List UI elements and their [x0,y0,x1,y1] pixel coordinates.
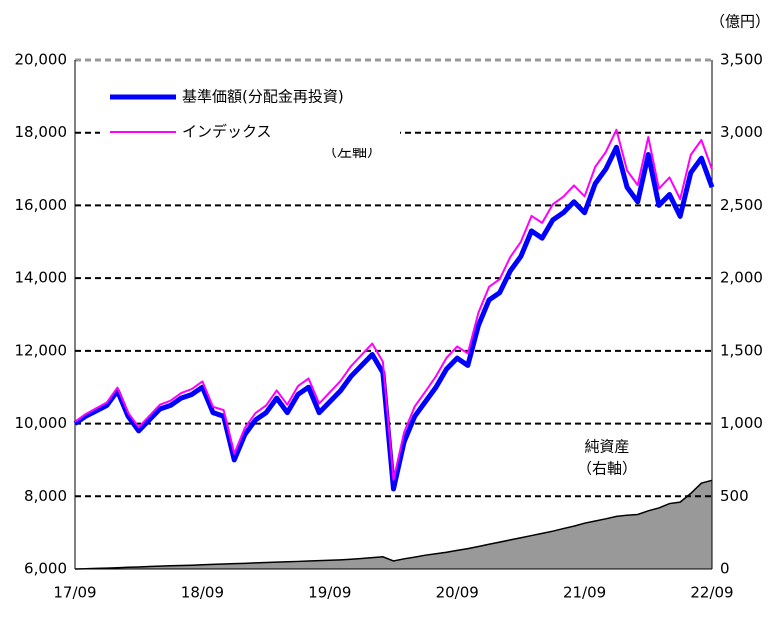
x-tick-label: 20/09 [436,584,479,602]
line [74,128,713,481]
legend-label: インデックス [182,123,272,141]
annotation: （右軸） [577,460,637,478]
y2-tick-label: 1,500 [720,341,763,359]
area [75,480,712,569]
x-tick-label: 18/09 [181,584,224,602]
y2-unit: （億円） [710,13,770,31]
x-tick-label: 17/09 [53,584,96,602]
y-tick-label: 12,000 [15,341,68,359]
x-tick-label: 22/09 [690,584,733,602]
area-edge [74,479,713,570]
y-tick-label: 16,000 [15,196,68,214]
x-tick-label: 19/09 [308,584,351,602]
x-tick-label: 21/09 [563,584,606,602]
y2-tick-label: 2,500 [720,196,763,214]
y2-tick-label: 2,000 [720,269,763,287]
y-tick-label: 10,000 [15,414,68,432]
y2-tick-label: 0 [720,560,730,578]
y2-tick-label: 3,500 [720,51,763,69]
y-tick-label: 6,000 [24,560,67,578]
y-tick-label: 8,000 [24,487,67,505]
line [73,144,715,492]
y2-tick-label: 3,000 [720,123,763,141]
annotation: 純資産 [584,438,629,456]
y-tick-label: 14,000 [15,269,68,287]
legend-bg [100,80,400,148]
y-tick-label: 18,000 [15,123,68,141]
y2-tick-label: 500 [720,487,749,505]
y-tick-label: 20,000 [15,51,68,69]
legend-label: 基準価額(分配金再投資) [182,88,344,106]
y2-tick-label: 1,000 [720,414,763,432]
